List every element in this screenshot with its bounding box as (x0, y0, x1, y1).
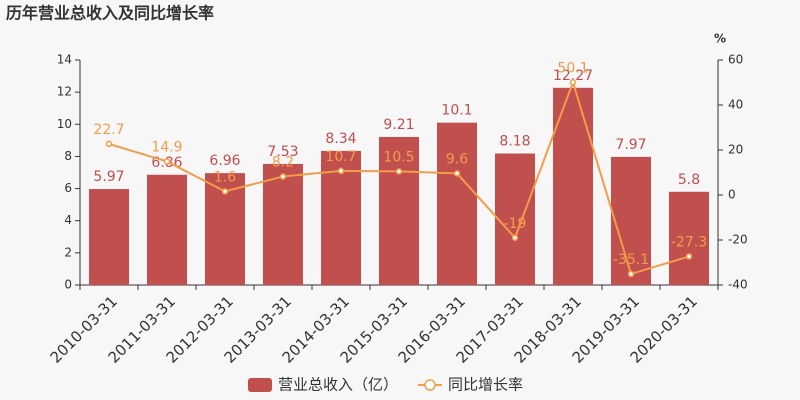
bar-value-label: 8.18 (499, 134, 530, 150)
y-tick-label: 8 (64, 149, 72, 163)
bar-value-label: 6.96 (209, 153, 240, 169)
legend-label: 同比增长率 (448, 376, 523, 394)
y-tick-label: 0 (64, 278, 72, 292)
legend-label: 营业总收入（亿） (278, 376, 398, 394)
bar (669, 191, 709, 285)
y2-tick-label: 0 (728, 188, 736, 202)
line-point (163, 158, 171, 165)
bar-value-label: 7.97 (615, 137, 646, 153)
line-point (279, 173, 287, 180)
y-tick-label: 12 (57, 85, 72, 99)
bar-value-label: 9.21 (383, 117, 414, 133)
bar-value-label: 5.8 (678, 172, 700, 188)
y-tick-label: 2 (64, 245, 72, 259)
line-point (105, 140, 113, 148)
line-value-label: 10.7 (325, 149, 356, 165)
line-value-label: -27.3 (671, 234, 707, 250)
line-point (221, 188, 229, 195)
y-tick-label: 14 (57, 53, 72, 67)
line-value-label: 8.2 (272, 155, 294, 171)
line-point (511, 234, 519, 241)
y2-tick-label: 60 (728, 53, 743, 67)
bar (379, 136, 419, 285)
line-value-label: 22.7 (93, 122, 124, 138)
y2-tick-label: -20 (728, 233, 748, 247)
line-value-label: 10.5 (383, 149, 414, 165)
y-tick-label: 4 (64, 213, 72, 227)
bar (263, 163, 303, 285)
bar (89, 189, 129, 285)
line-point (685, 253, 693, 260)
line-point (627, 270, 635, 278)
chart-title: 历年营业总收入及同比增长率 (6, 4, 214, 23)
bar-value-label: 5.97 (93, 169, 124, 185)
line-value-label: -19 (504, 216, 527, 232)
line-value-label: -35.1 (613, 252, 649, 268)
bar (437, 122, 477, 285)
line-value-label: 1.6 (214, 169, 236, 185)
y-tick-label: 6 (64, 181, 72, 195)
bar (147, 174, 187, 285)
bar-value-label: 7.53 (267, 144, 298, 160)
bar-value-label: 8.34 (325, 131, 356, 147)
line-point (337, 167, 345, 175)
legend-swatch (248, 378, 272, 392)
line-point (395, 168, 403, 175)
line-point (569, 79, 577, 86)
bar (495, 153, 535, 285)
line-value-label: 50.1 (557, 60, 588, 76)
y2-tick-label: -40 (728, 278, 748, 292)
line-value-label: 14.9 (151, 139, 182, 155)
bar (611, 156, 651, 285)
y2-axis-label: % (714, 32, 726, 46)
legend-swatch (424, 379, 436, 391)
bar-value-label: 12.27 (553, 68, 593, 84)
y2-tick-label: 40 (728, 98, 743, 112)
line-point (453, 170, 461, 177)
y2-tick-label: 20 (728, 143, 743, 157)
y-tick-label: 10 (57, 117, 72, 131)
line-value-label: 9.6 (446, 151, 468, 167)
bar-value-label: 10.1 (441, 103, 472, 119)
